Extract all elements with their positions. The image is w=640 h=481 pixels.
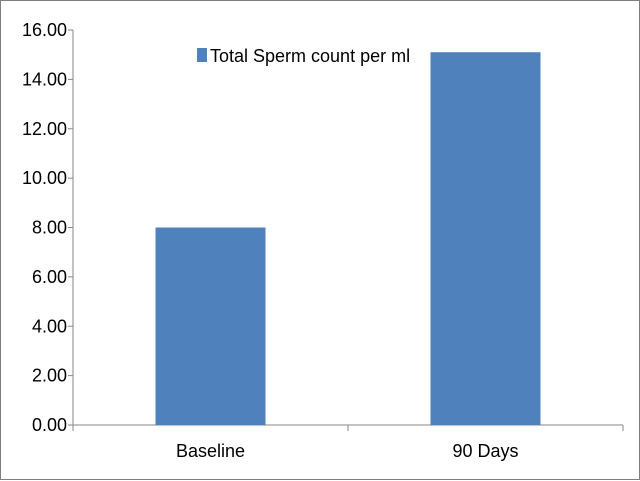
y-tick-label: 6.00 [32, 267, 67, 287]
bars [155, 52, 541, 425]
legend-label: Total Sperm count per ml [210, 46, 410, 66]
y-tick-label: 4.00 [32, 316, 67, 336]
y-tick-label: 10.00 [22, 168, 67, 188]
y-tick-label: 14.00 [22, 69, 67, 89]
y-tick-label: 0.00 [32, 415, 67, 435]
y-tick-label: 2.00 [32, 366, 67, 386]
legend: Total Sperm count per ml [197, 46, 410, 66]
y-axis: 0.00 2.00 4.00 6.00 8.00 10.00 12.00 14.00 16.00 [22, 20, 74, 435]
bar [430, 52, 541, 425]
y-tick-label: 12.00 [22, 119, 67, 139]
legend-swatch [197, 48, 207, 62]
bar [155, 227, 266, 425]
y-tick-label: 8.00 [32, 218, 67, 238]
y-tick-label: 16.00 [22, 20, 67, 40]
x-category-label: Baseline [176, 441, 245, 461]
x-axis: Baseline 90 Days [72, 424, 624, 461]
x-category-label: 90 Days [452, 441, 518, 461]
